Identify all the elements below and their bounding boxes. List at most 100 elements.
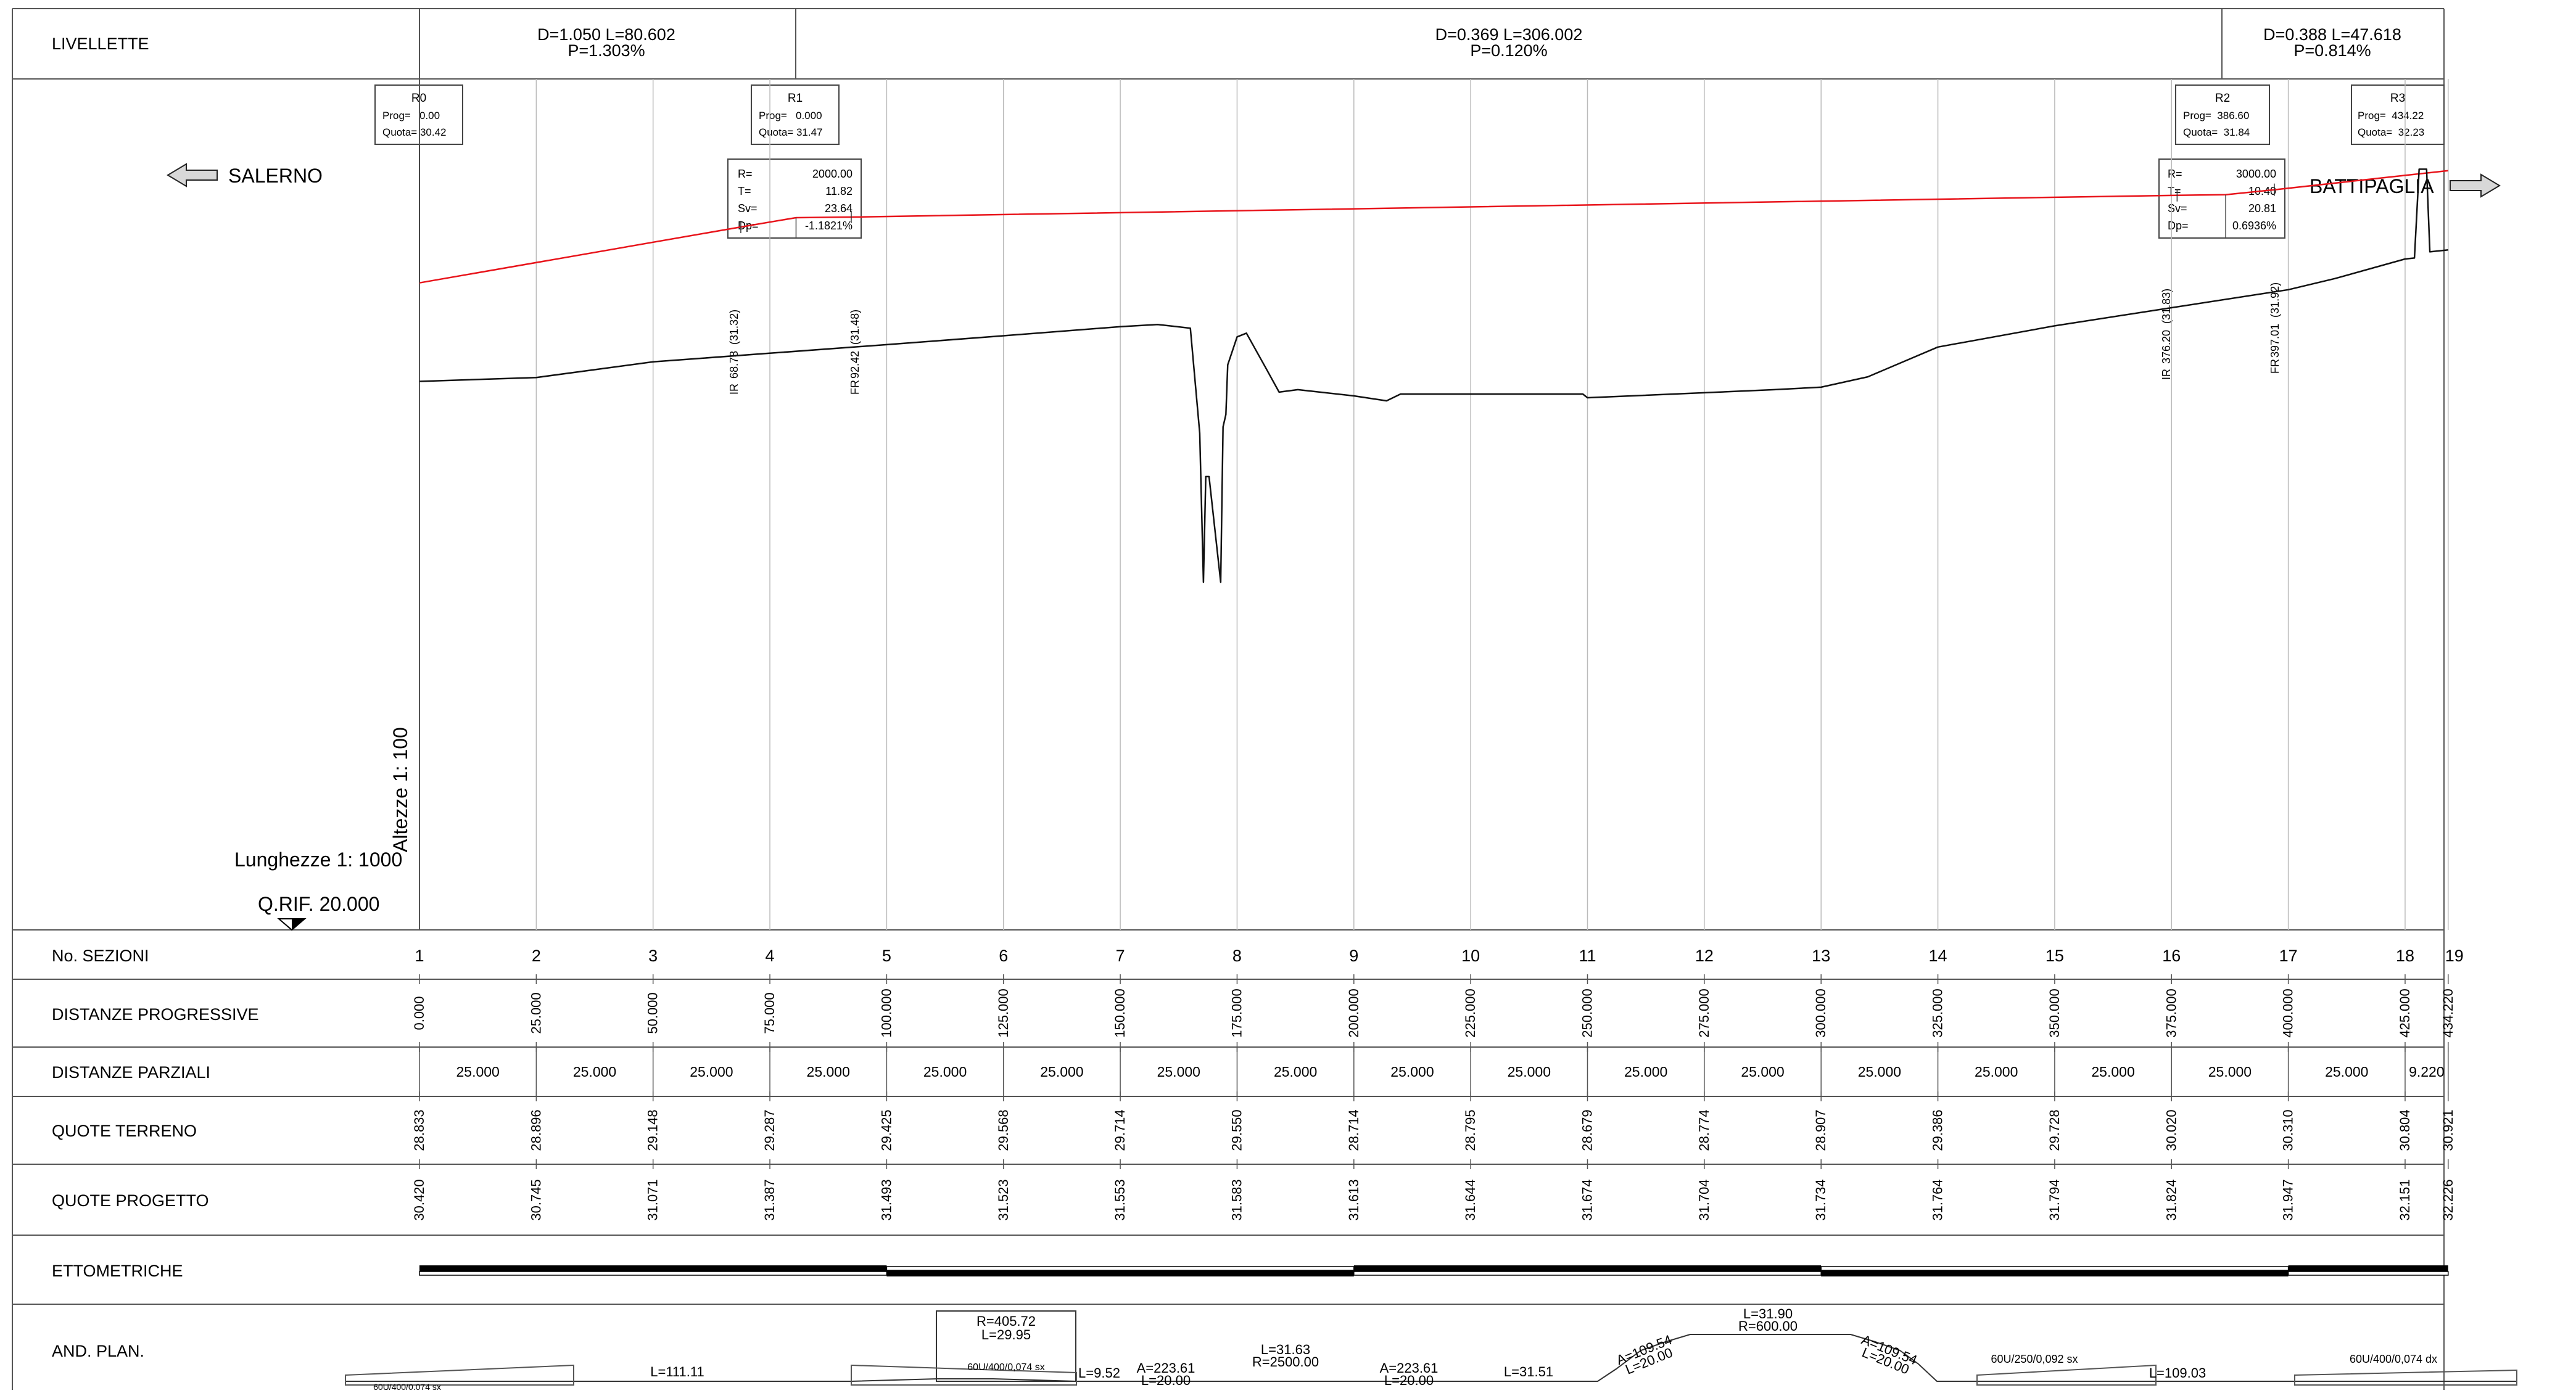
progressive-value-14: 325.000 (1930, 988, 1946, 1038)
livellette-segment-2: D=0.369 L=306.002 P=0.120% (1435, 25, 1583, 60)
terrain-value-6: 29.568 (996, 1109, 1011, 1151)
vertex-r1-prog: Prog= 0.000 (759, 110, 822, 121)
vc-label-ir-1-mark: IR (728, 384, 740, 395)
partial-value-17: 25.000 (2325, 1064, 2368, 1080)
and-plan-label-1: L=111.11 (650, 1364, 704, 1379)
project-value-17: 31.947 (2281, 1179, 2296, 1220)
partial-value-18: 9.220 (2409, 1064, 2445, 1080)
partial-value-10: 25.000 (1508, 1064, 1551, 1080)
vertex-r0-quota: Quota= 30.42 (382, 126, 447, 138)
project-value-11: 31.674 (1580, 1179, 1595, 1220)
partial-value-3: 25.000 (690, 1064, 733, 1080)
progressive-value-12: 275.000 (1696, 988, 1712, 1038)
progressive-value-6: 125.000 (996, 988, 1011, 1038)
section-number-8: 8 (1232, 947, 1242, 965)
project-value-16: 31.824 (2163, 1179, 2179, 1220)
vc-label-fr-1: FR 92.42 (31.48) (849, 310, 861, 395)
ettometrica-thick-5 (2288, 1265, 2448, 1272)
and-plan-superelev-4 (2294, 1369, 2517, 1386)
ettometrica-thick-1 (419, 1265, 887, 1272)
project-value-3: 31.071 (645, 1179, 661, 1220)
row-label-ettometriche: ETTOMETRICHE (52, 1262, 183, 1280)
section-table: 1 2 3 4 5 6 7 8 9 10 11 12 13 14 15 16 17 18 190.000 25.000… (411, 947, 2464, 1221)
project-value-13: 31.734 (1813, 1179, 1828, 1220)
project-value-15: 31.794 (2047, 1179, 2062, 1220)
and-plan-label-19: 60U/250/0,092 sx (1991, 1353, 2078, 1365)
section-number-10: 10 (1461, 947, 1480, 965)
project-value-10: 31.644 (1463, 1179, 1478, 1220)
curve-2-dp-val: 0.6936% (2232, 220, 2276, 232)
and-plan-label-6: A=223.61 (1137, 1360, 1195, 1376)
partial-value-7: 25.000 (1157, 1064, 1200, 1080)
ettometrica-thin-3 (1353, 1271, 1822, 1276)
section-number-3: 3 (648, 947, 658, 965)
project-value-9: 31.613 (1346, 1179, 1361, 1220)
and-plan-label-7: L=20.00 (1141, 1373, 1191, 1388)
vc-label-ir-2-mark: IR (2160, 369, 2173, 380)
ettometrica-thick-4 (1821, 1270, 2289, 1276)
scale-lengths: Lunghezze 1: 1000 (234, 849, 402, 871)
vc-label-fr-2-text: 397.01 (31.92) (2269, 282, 2281, 358)
livellette-segment-1-p: P=1.303% (568, 41, 645, 60)
vertex-r2-quota: Quota= 31.84 (2183, 126, 2250, 138)
row-label-and-plan: AND. PLAN. (52, 1342, 144, 1360)
curve-1-sv-key: Sv= (738, 202, 758, 215)
project-value-5: 31.493 (878, 1179, 894, 1220)
vertex-r3-quota: Quota= 32.23 (2358, 126, 2424, 138)
profile-lines (419, 144, 2448, 583)
drawing-frame (12, 8, 2445, 1390)
direction-right: BATTIPAGLIA (2310, 173, 2501, 198)
section-number-14: 14 (1929, 947, 1947, 965)
project-line (419, 170, 2448, 284)
livellette-segment-3-d: D=0.388 L=47.618 (2263, 25, 2401, 44)
vc-label-fr-2: FR 397.01 (31.92) (2269, 282, 2281, 374)
curve-box-2: R= 3000.00 T= 10.40 Sv= 20.81 Dp= 0.6936… (2158, 158, 2285, 239)
progressive-value-16: 375.000 (2163, 988, 2179, 1038)
terrain-value-5: 29.425 (878, 1109, 894, 1151)
progressive-value-4: 75.000 (762, 992, 777, 1033)
progressive-value-8: 175.000 (1229, 988, 1244, 1038)
progressive-value-18: 425.000 (2397, 988, 2413, 1038)
vc-label-fr-1-mark: FR (849, 380, 861, 395)
and-plan-label-4: 60U/400/0,074 sx (967, 1362, 1044, 1373)
curve-2-sv-key: Sv= (2168, 202, 2187, 215)
section-number-15: 15 (2046, 947, 2064, 965)
project-value-14: 31.764 (1930, 1179, 1946, 1220)
vertex-box-r1: R1 Prog= 0.000 Quota= 31.47 (751, 84, 840, 145)
partial-value-14: 25.000 (1975, 1064, 2018, 1080)
partial-value-9: 25.000 (1390, 1064, 1434, 1080)
section-number-19: 19 (2445, 947, 2464, 965)
curve-1-t-key: T= (738, 185, 751, 197)
partial-value-4: 25.000 (807, 1064, 850, 1080)
progressive-value-3: 50.000 (645, 992, 661, 1033)
progressive-value-10: 225.000 (1463, 988, 1478, 1038)
curve-2-t-key: T= (2168, 185, 2181, 197)
and-plan-superelev-1 (345, 1364, 574, 1386)
and-plan-label-22: 60U/400/0,074 sx (373, 1382, 441, 1390)
progressive-value-17: 400.000 (2281, 988, 2296, 1038)
and-plan-label-9: R=2500.00 (1252, 1354, 1319, 1370)
livellette-segment-2-p: P=0.120% (1470, 41, 1547, 60)
livellette-segment-1-d: D=1.050 L=80.602 (537, 25, 675, 44)
terrain-value-12: 28.774 (1696, 1109, 1712, 1151)
vc-label-fr-1-text: 92.42 (31.48) (849, 310, 861, 379)
terrain-value-16: 30.020 (2163, 1109, 2179, 1151)
and-plan-label-5: L=9.52 (1078, 1365, 1120, 1381)
terrain-value-15: 29.728 (2047, 1109, 2062, 1151)
curve-1-dp-val: -1.1821% (805, 220, 852, 232)
section-number-6: 6 (999, 947, 1008, 965)
terrain-value-13: 28.907 (1813, 1109, 1828, 1151)
vertex-r2-prog: Prog= 386.60 (2183, 110, 2249, 121)
terrain-value-7: 29.714 (1112, 1109, 1128, 1151)
scale-heights: Altezze 1: 100 (389, 727, 411, 852)
project-value-6: 31.523 (996, 1179, 1011, 1220)
terrain-value-1: 28.833 (411, 1109, 427, 1151)
curve-1-r-key: R= (738, 168, 753, 180)
progressive-value-9: 200.000 (1346, 988, 1361, 1038)
and-plan-curve-box (936, 1310, 1076, 1382)
row-label-parziali: DISTANZE PARZIALI (52, 1063, 210, 1082)
vc-label-ir-1: IR 68.78 (31.32) (728, 310, 740, 395)
and-plan-superelev-2 (851, 1364, 1077, 1386)
and-plan-superelev-3 (1976, 1364, 2157, 1386)
